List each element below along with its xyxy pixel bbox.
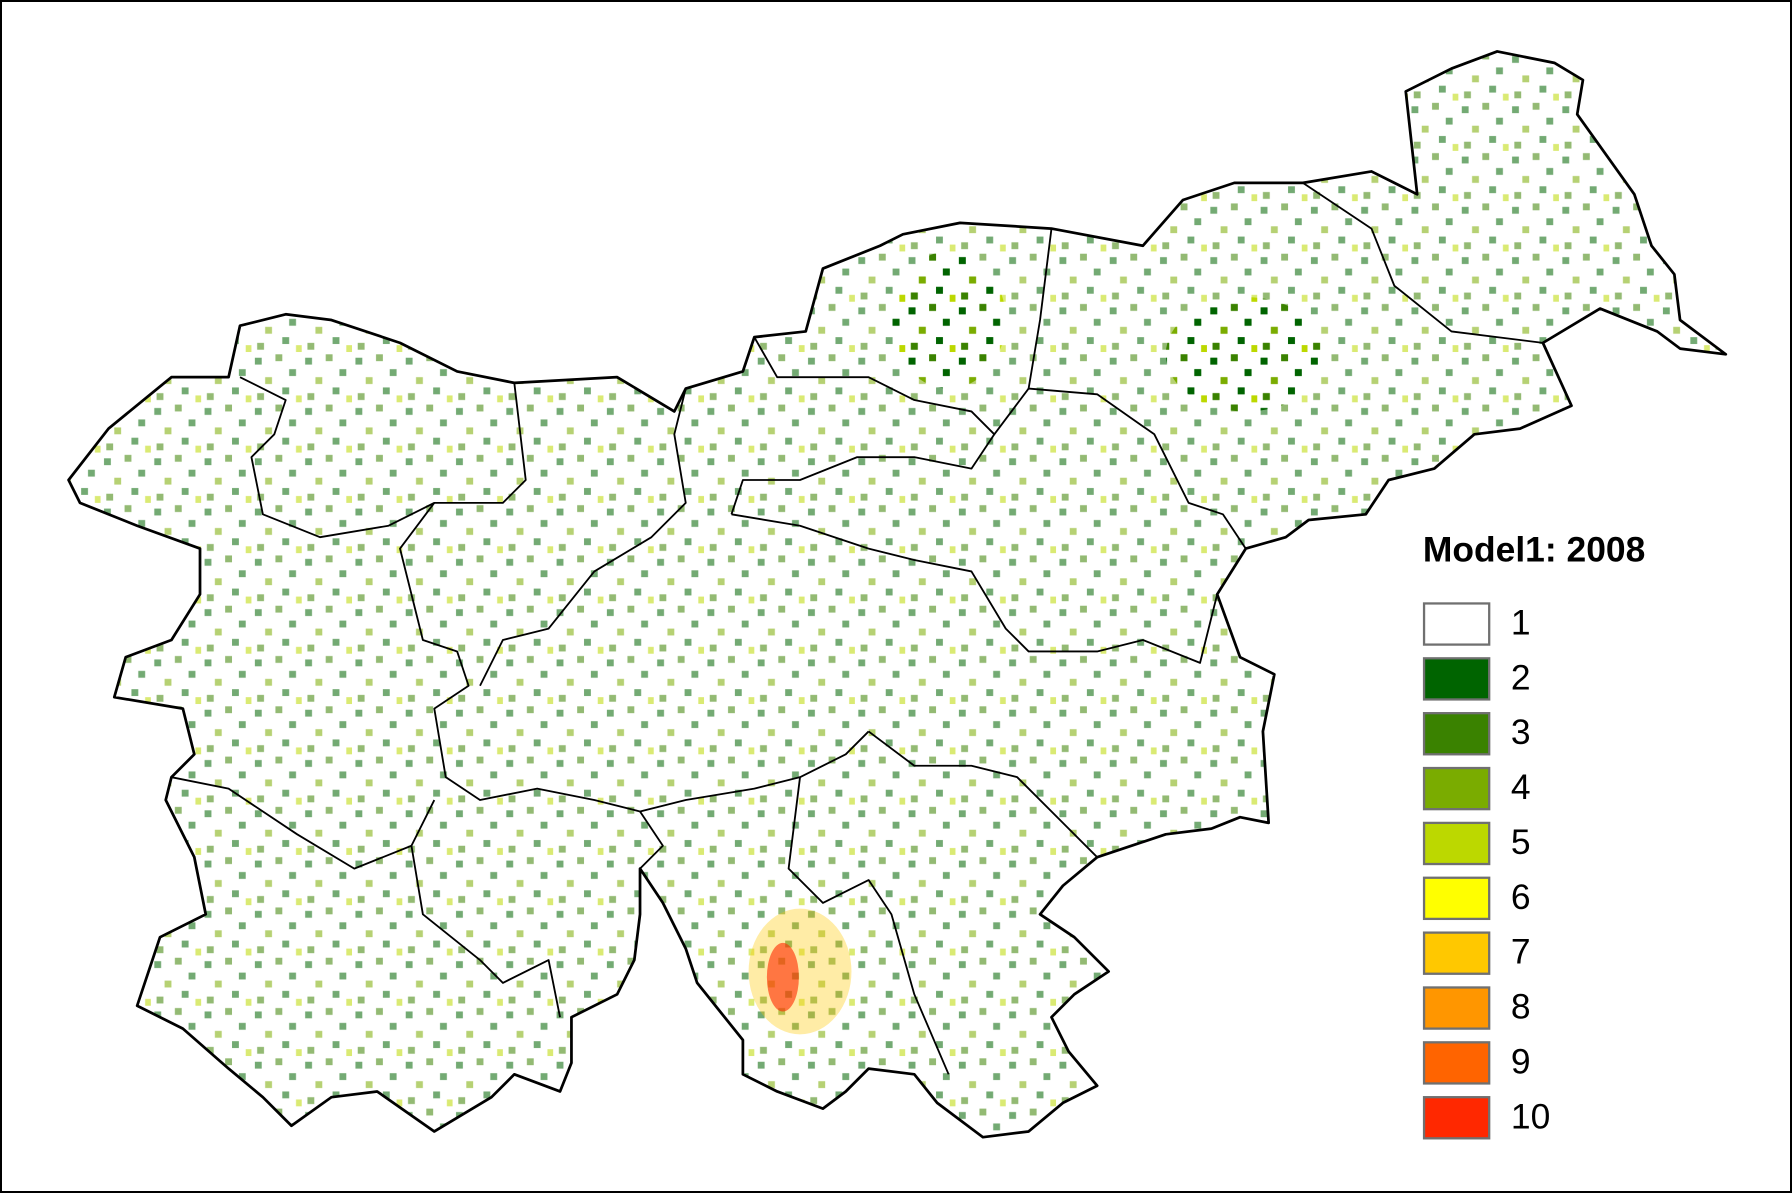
legend-swatch <box>1422 931 1491 975</box>
legend-label: 8 <box>1511 987 1531 1027</box>
legend-swatch <box>1422 821 1491 866</box>
legend-swatch <box>1422 876 1491 921</box>
legend-swatch <box>1422 657 1491 701</box>
legend-swatch <box>1422 986 1491 1030</box>
legend-label: 9 <box>1511 1041 1531 1081</box>
legend-swatch <box>1422 1096 1491 1140</box>
legend-label: 10 <box>1511 1096 1550 1136</box>
legend-label: 3 <box>1511 712 1531 752</box>
legend: Model1: 2008 1 2 3 4 5 6 7 8 9 10 <box>1422 529 1645 1140</box>
legend-label: 1 <box>1511 603 1531 643</box>
legend-label: 5 <box>1511 822 1531 862</box>
region-borders <box>171 182 1544 1075</box>
legend-label: 6 <box>1511 877 1531 917</box>
legend-swatch <box>1422 712 1491 756</box>
legend-swatch <box>1422 1041 1491 1085</box>
legend-swatch <box>1422 766 1491 811</box>
legend-swatch <box>1422 602 1491 646</box>
legend-title: Model1: 2008 <box>1423 529 1645 569</box>
legend-label: 2 <box>1511 657 1531 697</box>
legend-label: 7 <box>1511 932 1531 972</box>
legend-label: 4 <box>1511 767 1531 807</box>
